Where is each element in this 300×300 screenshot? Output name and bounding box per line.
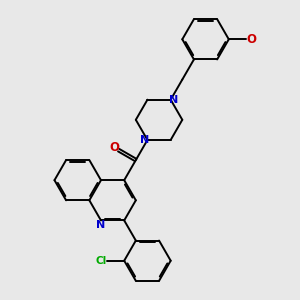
Text: Cl: Cl xyxy=(95,256,106,266)
Text: O: O xyxy=(247,33,256,46)
Text: N: N xyxy=(140,135,149,145)
Text: N: N xyxy=(169,95,178,105)
Text: O: O xyxy=(110,141,119,154)
Text: N: N xyxy=(96,220,106,230)
